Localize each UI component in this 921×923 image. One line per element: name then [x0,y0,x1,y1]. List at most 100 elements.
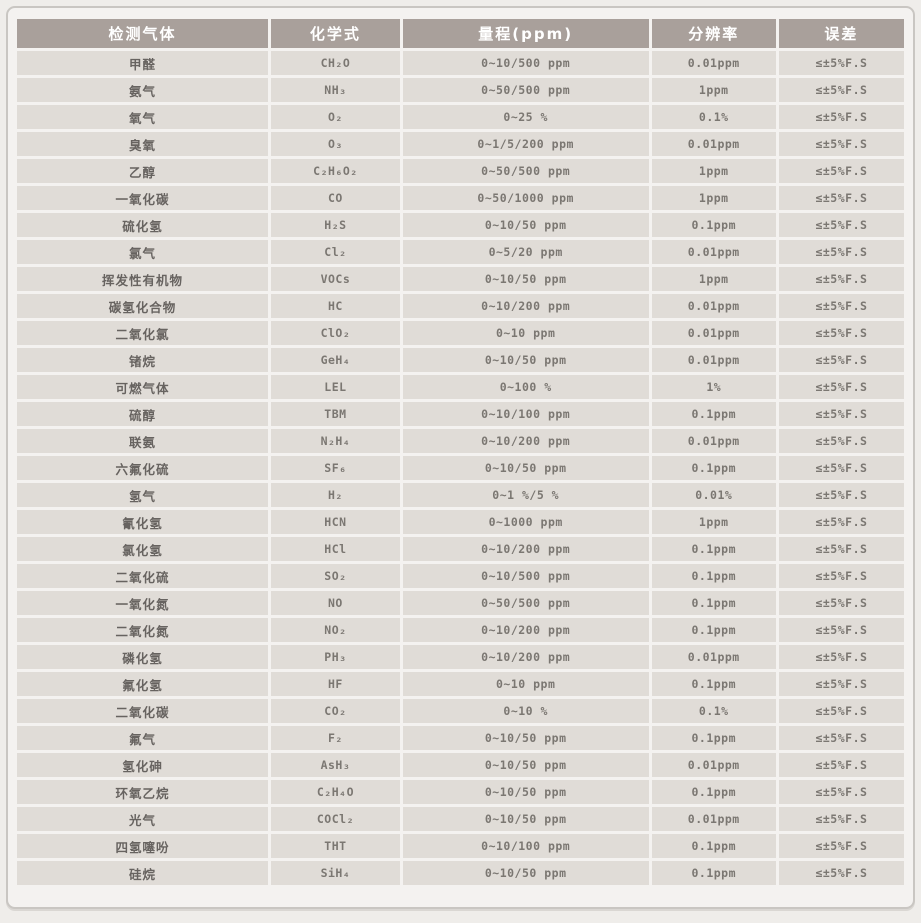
range-cell: 0∼10/200 ppm [402,294,649,318]
formula-cell: CO [271,186,400,210]
resolution-cell: 0.01ppm [651,132,776,156]
error-cell: ≤±5%F.S [778,294,904,318]
range-cell: 0∼10/50 ppm [402,807,649,831]
error-cell: ≤±5%F.S [778,429,904,453]
table-row: 环氧乙烷 C₂H₄O 0∼10/50 ppm 0.1ppm ≤±5%F.S [17,780,904,804]
header-error: 误差 [778,19,904,48]
range-cell: 0∼50/500 ppm [402,78,649,102]
resolution-cell: 0.1ppm [651,537,776,561]
formula-cell: SiH₄ [271,861,400,885]
error-cell: ≤±5%F.S [778,537,904,561]
resolution-cell: 0.01ppm [651,645,776,669]
range-cell: 0∼10/200 ppm [402,537,649,561]
formula-cell: O₃ [271,132,400,156]
error-cell: ≤±5%F.S [778,564,904,588]
resolution-cell: 1% [651,375,776,399]
range-cell: 0∼10/50 ppm [402,861,649,885]
spec-table-panel: 检测气体 化学式 量程(ppm) 分辨率 误差 甲醛 CH₂O 0∼10/500 p… [6,6,915,909]
range-cell: 0∼10/50 ppm [402,780,649,804]
table-row: 四氢噻吩 THT 0∼10/100 ppm 0.1ppm ≤±5%F.S [17,834,904,858]
table-row: 二氧化硫 SO₂ 0∼10/500 ppm 0.1ppm ≤±5%F.S [17,564,904,588]
gas-name-cell: 乙醇 [17,159,269,183]
gas-name-cell: 环氧乙烷 [17,780,269,804]
gas-name-cell: 锗烷 [17,348,269,372]
error-cell: ≤±5%F.S [778,78,904,102]
table-row: 磷化氢 PH₃ 0∼10/200 ppm 0.01ppm ≤±5%F.S [17,645,904,669]
resolution-cell: 0.1% [651,699,776,723]
gas-name-cell: 二氧化氯 [17,321,269,345]
resolution-cell: 0.01ppm [651,429,776,453]
table-row: 氧气 O₂ 0∼25 % 0.1% ≤±5%F.S [17,105,904,129]
gas-name-cell: 氯化氢 [17,537,269,561]
resolution-cell: 0.01ppm [651,348,776,372]
table-row: 乙醇 C₂H₆O₂ 0∼50/500 ppm 1ppm ≤±5%F.S [17,159,904,183]
range-cell: 0∼10/50 ppm [402,348,649,372]
error-cell: ≤±5%F.S [778,240,904,264]
formula-cell: F₂ [271,726,400,750]
range-cell: 0∼10/50 ppm [402,456,649,480]
table-row: 硫醇 TBM 0∼10/100 ppm 0.1ppm ≤±5%F.S [17,402,904,426]
range-cell: 0∼50/500 ppm [402,591,649,615]
table-row: 联氨 N₂H₄ 0∼10/200 ppm 0.01ppm ≤±5%F.S [17,429,904,453]
resolution-cell: 0.01ppm [651,321,776,345]
table-row: 碳氢化合物 HC 0∼10/200 ppm 0.01ppm ≤±5%F.S [17,294,904,318]
error-cell: ≤±5%F.S [778,105,904,129]
error-cell: ≤±5%F.S [778,618,904,642]
table-header-row: 检测气体 化学式 量程(ppm) 分辨率 误差 [17,19,904,48]
formula-cell: COCl₂ [271,807,400,831]
error-cell: ≤±5%F.S [778,402,904,426]
range-cell: 0∼50/1000 ppm [402,186,649,210]
range-cell: 0∼10/200 ppm [402,429,649,453]
range-cell: 0∼25 % [402,105,649,129]
header-range: 量程(ppm) [402,19,649,48]
range-cell: 0∼10/200 ppm [402,645,649,669]
resolution-cell: 0.1ppm [651,591,776,615]
formula-cell: ClO₂ [271,321,400,345]
resolution-cell: 0.1ppm [651,834,776,858]
header-chemical-formula: 化学式 [271,19,400,48]
formula-cell: C₂H₄O [271,780,400,804]
resolution-cell: 1ppm [651,78,776,102]
gas-name-cell: 氢气 [17,483,269,507]
range-cell: 0∼10 ppm [402,672,649,696]
gas-name-cell: 硫醇 [17,402,269,426]
formula-cell: HCl [271,537,400,561]
range-cell: 0∼1/5/200 ppm [402,132,649,156]
range-cell: 0∼100 % [402,375,649,399]
formula-cell: CH₂O [271,51,400,75]
resolution-cell: 0.01ppm [651,807,776,831]
error-cell: ≤±5%F.S [778,861,904,885]
formula-cell: GeH₄ [271,348,400,372]
formula-cell: H₂S [271,213,400,237]
table-row: 锗烷 GeH₄ 0∼10/50 ppm 0.01ppm ≤±5%F.S [17,348,904,372]
gas-name-cell: 一氧化氮 [17,591,269,615]
error-cell: ≤±5%F.S [778,591,904,615]
gas-name-cell: 氟气 [17,726,269,750]
resolution-cell: 0.1ppm [651,726,776,750]
resolution-cell: 0.01ppm [651,753,776,777]
gas-name-cell: 甲醛 [17,51,269,75]
formula-cell: NO₂ [271,618,400,642]
formula-cell: C₂H₆O₂ [271,159,400,183]
table-row: 氢气 H₂ 0∼1 %/5 % 0.01% ≤±5%F.S [17,483,904,507]
table-row: 氟气 F₂ 0∼10/50 ppm 0.1ppm ≤±5%F.S [17,726,904,750]
error-cell: ≤±5%F.S [778,51,904,75]
table-row: 挥发性有机物 VOCs 0∼10/50 ppm 1ppm ≤±5%F.S [17,267,904,291]
range-cell: 0∼1 %/5 % [402,483,649,507]
resolution-cell: 0.1ppm [651,564,776,588]
formula-cell: SF₆ [271,456,400,480]
table-row: 氨气 NH₃ 0∼50/500 ppm 1ppm ≤±5%F.S [17,78,904,102]
range-cell: 0∼10/100 ppm [402,402,649,426]
error-cell: ≤±5%F.S [778,807,904,831]
table-row: 二氧化氮 NO₂ 0∼10/200 ppm 0.1ppm ≤±5%F.S [17,618,904,642]
resolution-cell: 0.1ppm [651,672,776,696]
error-cell: ≤±5%F.S [778,267,904,291]
resolution-cell: 0.1ppm [651,618,776,642]
formula-cell: SO₂ [271,564,400,588]
resolution-cell: 1ppm [651,267,776,291]
range-cell: 0∼10 ppm [402,321,649,345]
resolution-cell: 0.01ppm [651,51,776,75]
range-cell: 0∼10/100 ppm [402,834,649,858]
formula-cell: AsH₃ [271,753,400,777]
table-row: 甲醛 CH₂O 0∼10/500 ppm 0.01ppm ≤±5%F.S [17,51,904,75]
